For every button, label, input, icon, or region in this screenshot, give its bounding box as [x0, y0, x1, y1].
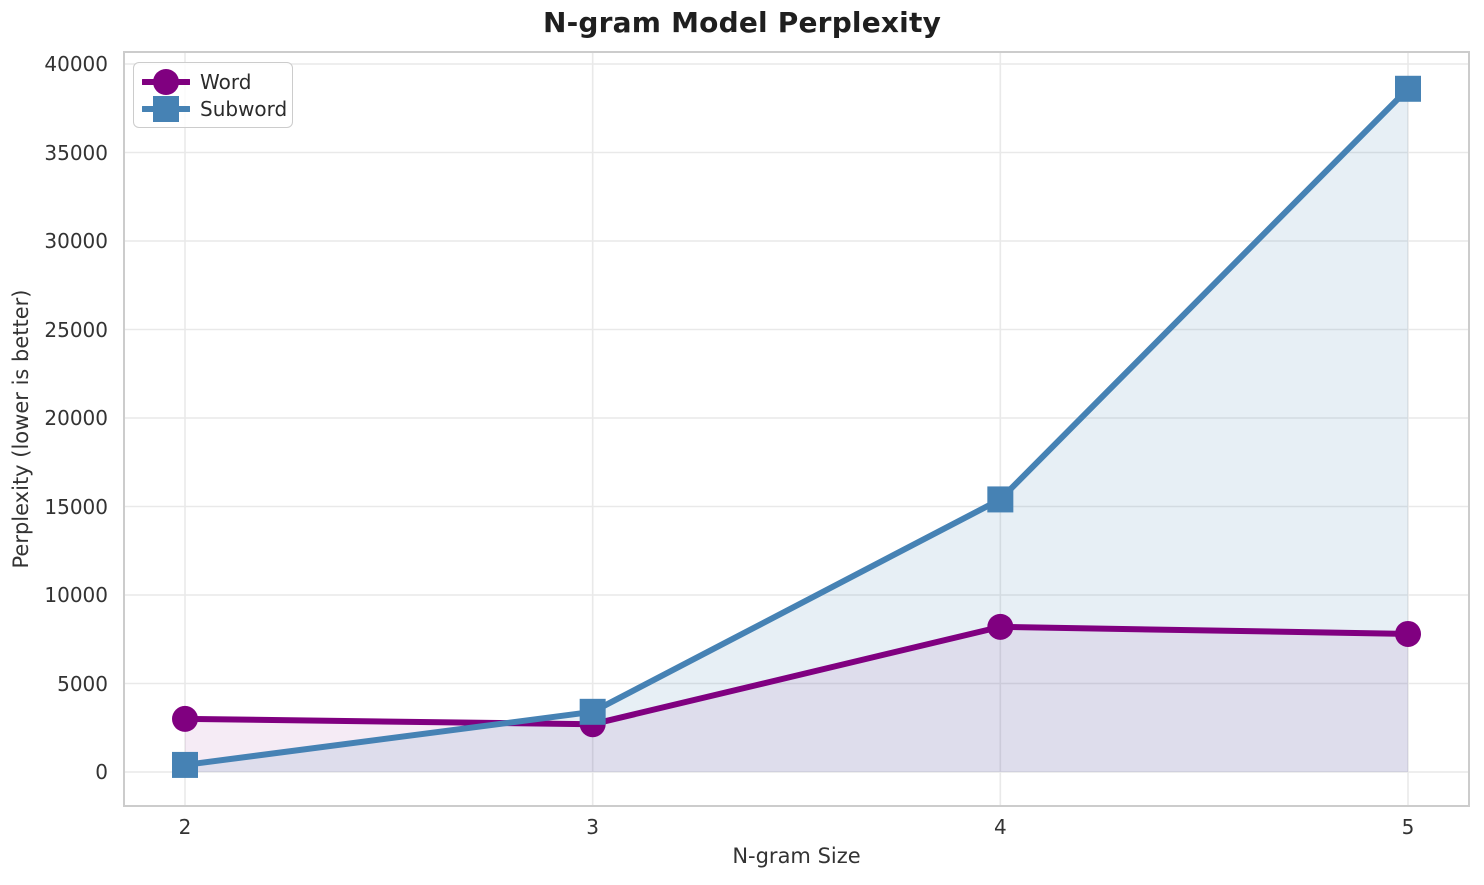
legend-label: Word: [200, 69, 252, 94]
word-area: [185, 626, 1408, 772]
word-marker: [172, 705, 198, 732]
legend-label: Subword: [200, 96, 288, 121]
x-tick-label: 5: [1401, 815, 1415, 839]
word-circle-marker-icon: [142, 68, 190, 95]
subword-marker: [987, 486, 1014, 513]
y-tick-label: 10000: [44, 583, 108, 607]
legend: Word Subword: [133, 62, 293, 128]
y-tick-label: 0: [95, 760, 108, 784]
subword-area: [185, 88, 1408, 772]
x-tick-label: 4: [993, 815, 1007, 839]
subword-line: [184, 86, 1411, 768]
legend-item-word: Word: [142, 68, 282, 95]
x-tick-label: 3: [586, 815, 600, 839]
word-line: [184, 623, 1409, 728]
chart-title: N-gram Model Perplexity: [542, 6, 942, 39]
y-tick-label: 15000: [44, 494, 108, 519]
y-tick-label: 5000: [57, 671, 108, 696]
y-tick-label: 40000: [44, 52, 108, 76]
word-marker: [1395, 620, 1421, 647]
y-tick-label: 35000: [44, 140, 108, 165]
y-tick-label: 20000: [44, 406, 108, 430]
subword-marker: [1395, 75, 1421, 102]
subword-marker: [172, 751, 198, 778]
subword-marker: [579, 698, 606, 725]
y-axis-label: Perplexity (lower is better): [9, 289, 33, 569]
word-marker: [987, 613, 1014, 640]
plot-border: [123, 51, 1470, 807]
y-tick-label: 25000: [44, 317, 108, 342]
y-tick-label: 30000: [44, 229, 108, 253]
x-tick-label: 2: [178, 815, 192, 839]
x-axis-label: N-gram Size: [732, 844, 861, 868]
legend-item-subword: Subword: [142, 95, 287, 122]
subword-square-marker-icon: [142, 95, 190, 122]
